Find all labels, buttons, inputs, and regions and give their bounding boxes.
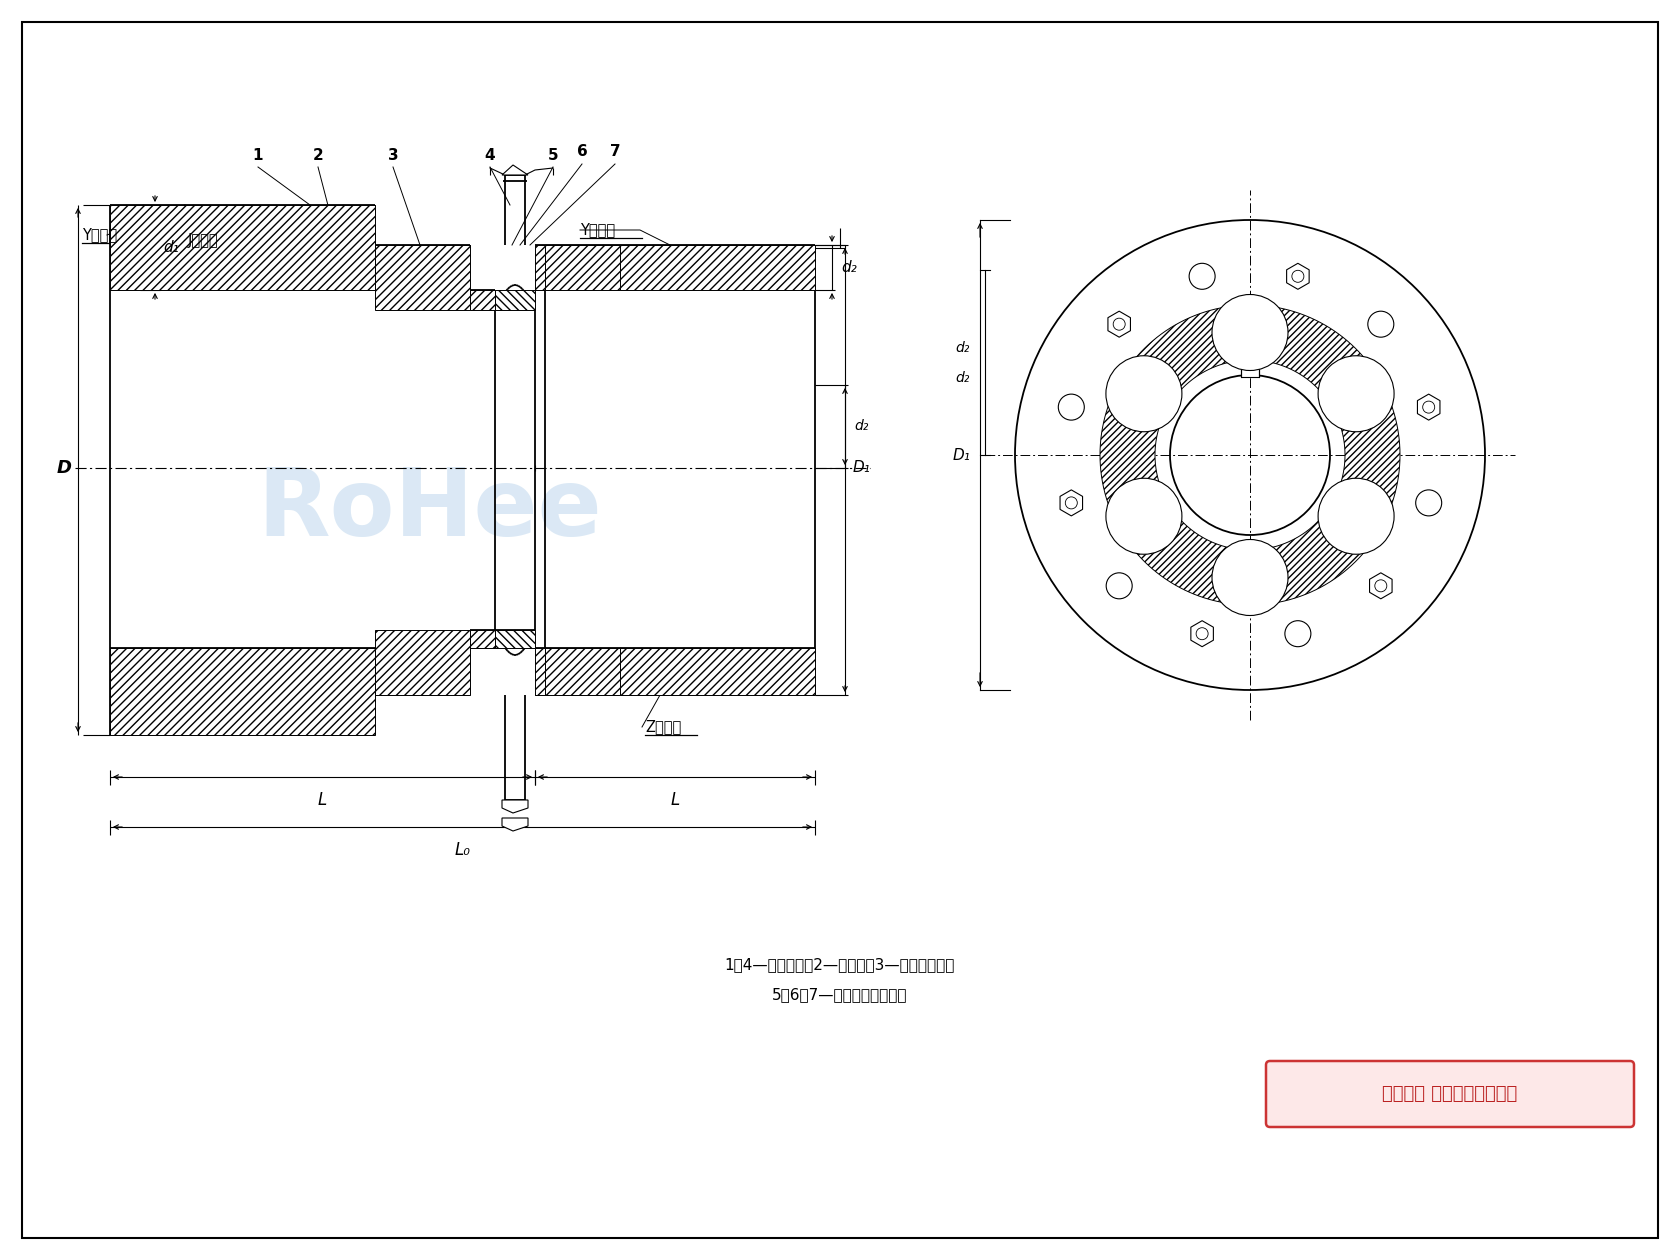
Text: d₂: d₂ [956,370,969,384]
Circle shape [1368,311,1394,338]
Text: D₁: D₁ [953,447,971,462]
Polygon shape [544,648,620,696]
Text: d₂: d₂ [842,260,857,275]
Circle shape [1319,479,1394,554]
Text: 1: 1 [252,147,264,163]
Polygon shape [1287,263,1309,290]
Polygon shape [109,648,375,735]
Circle shape [1105,355,1183,432]
Polygon shape [620,648,815,696]
Polygon shape [1369,573,1393,598]
Polygon shape [470,630,496,648]
Polygon shape [1060,490,1082,515]
Polygon shape [1336,392,1399,518]
Text: 1、4—半联轴器；2—弹性件；3—法兰连接件；: 1、4—半联轴器；2—弹性件；3—法兰连接件； [724,958,956,973]
Text: L₀: L₀ [454,840,470,859]
Text: RoHee: RoHee [257,464,603,556]
Text: 4: 4 [486,147,496,163]
Text: L: L [670,791,680,809]
Polygon shape [1258,509,1373,605]
Text: 3: 3 [388,147,398,163]
Polygon shape [1127,306,1242,401]
Text: 6: 6 [576,145,588,160]
Text: Y型轴孔: Y型轴孔 [580,223,615,237]
Polygon shape [502,800,528,813]
Polygon shape [502,165,528,175]
Polygon shape [375,244,470,310]
Text: d₂: d₂ [853,420,869,433]
Text: D₁: D₁ [853,460,870,475]
Polygon shape [1258,306,1373,401]
Circle shape [1058,394,1084,420]
Polygon shape [496,290,534,310]
Text: Y型轴孔: Y型轴孔 [82,228,118,242]
Polygon shape [1191,621,1213,646]
Circle shape [1189,263,1215,290]
Text: d₁: d₁ [163,239,178,255]
Text: Z型轴孔: Z型轴孔 [645,719,682,735]
Text: D: D [57,459,72,478]
Circle shape [1319,355,1394,432]
Circle shape [1211,295,1289,370]
Polygon shape [534,648,544,696]
Circle shape [1285,621,1310,646]
Polygon shape [1418,394,1440,420]
Polygon shape [496,630,534,648]
Text: 7: 7 [610,145,620,160]
Circle shape [1211,539,1289,615]
Polygon shape [1127,509,1242,605]
Text: J型轴孔: J型轴孔 [188,233,218,247]
Text: 版权所有 侵权必被严厉追究: 版权所有 侵权必被严厉追究 [1383,1085,1517,1102]
Text: 5: 5 [548,147,558,163]
Polygon shape [1107,311,1131,338]
Polygon shape [620,244,815,290]
Polygon shape [470,290,496,310]
Text: L: L [318,791,326,809]
Circle shape [1105,573,1132,598]
Bar [1242,367,1258,377]
Text: 5、6、7—螺栓、螺母、尺片: 5、6、7—螺栓、螺母、尺片 [773,988,907,1003]
Polygon shape [502,818,528,832]
Text: 2: 2 [312,147,323,163]
Circle shape [1416,490,1441,515]
Polygon shape [1100,392,1164,518]
Polygon shape [544,244,620,290]
FancyBboxPatch shape [1267,1061,1635,1126]
Polygon shape [375,630,470,696]
Polygon shape [109,205,375,290]
Circle shape [1105,479,1183,554]
Text: d₂: d₂ [956,340,969,354]
Polygon shape [534,244,544,290]
